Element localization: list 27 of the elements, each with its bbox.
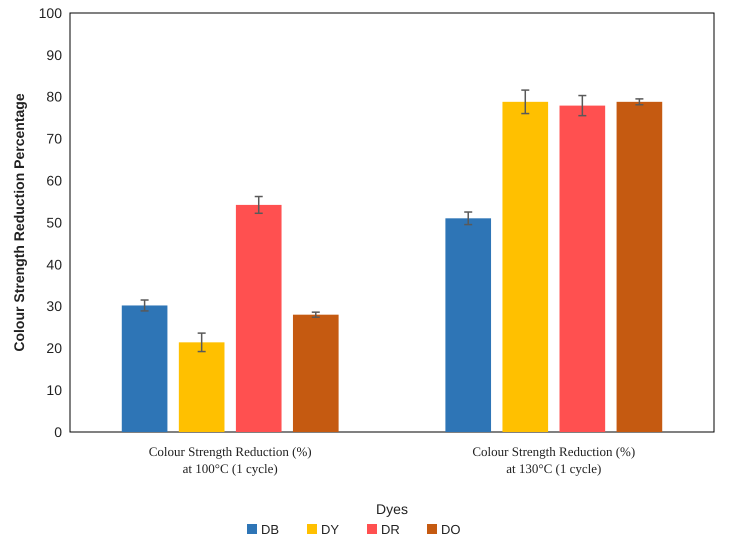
y-tick-label: 20 [46, 340, 62, 356]
x-tick-label: Colour Strength Reduction (%) at 100°C (1 cycle) [148, 444, 312, 476]
bar [178, 342, 224, 432]
y-tick-label: 10 [46, 382, 62, 398]
bar [616, 102, 662, 432]
x-tick-label: Colour Strength Reduction (%) at 130°C (1 cycle) [472, 444, 636, 476]
legend-label: DB [261, 522, 280, 537]
y-tick-label: 100 [38, 4, 62, 21]
x-axis-title: Dyes [376, 501, 408, 517]
y-tick-label: 50 [46, 214, 62, 230]
y-tick-label: 90 [46, 46, 62, 63]
bar [292, 314, 339, 432]
bar [122, 305, 168, 432]
y-tick-label: 70 [46, 130, 62, 147]
legend-label: DO [441, 522, 460, 537]
y-tick-label: 40 [46, 256, 62, 272]
legend-label: DY [321, 522, 340, 537]
y-tick-label: 30 [46, 298, 62, 314]
bar [445, 218, 492, 432]
legend-label: DR [381, 522, 400, 537]
y-tick-label: 80 [46, 88, 62, 105]
y-tick-label: 0 [54, 424, 62, 440]
bar [560, 106, 606, 432]
bar [502, 102, 548, 432]
bar [236, 204, 282, 432]
y-axis-title: Colour Strength Reduction Percentage [11, 93, 27, 352]
y-tick-label: 60 [46, 172, 62, 188]
